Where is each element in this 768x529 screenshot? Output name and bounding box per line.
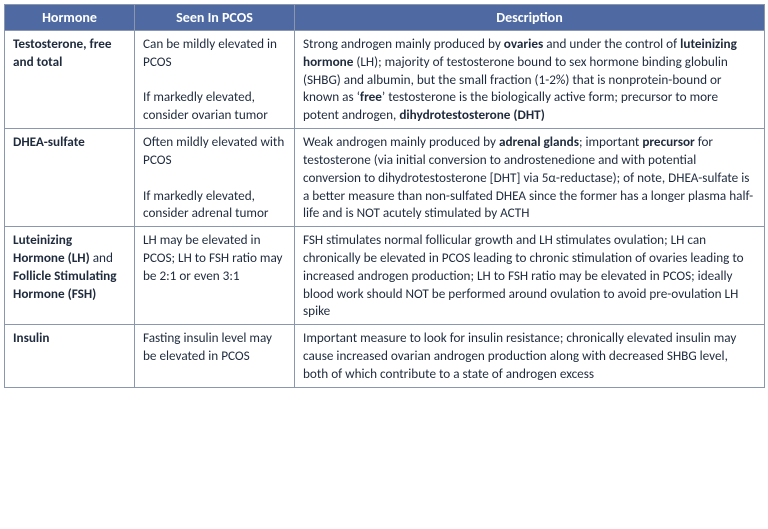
cell-hormone: Testosterone, free and total [5,31,135,129]
table-row: Luteinizing Hormone (LH) and Follicle St… [5,227,765,325]
cell-seen: Fasting insulin level may be elevated in… [135,325,295,387]
cell-hormone: Luteinizing Hormone (LH) and Follicle St… [5,227,135,325]
table-header-row: Hormone Seen In PCOS Description [5,5,765,31]
cell-description: FSH stimulates normal follicular growth … [295,227,765,325]
col-header-description: Description [295,5,765,31]
table-body: Testosterone, free and total Can be mild… [5,31,765,388]
pcos-hormone-table: Hormone Seen In PCOS Description Testost… [4,4,765,388]
cell-description: Important measure to look for insulin re… [295,325,765,387]
table-row: DHEA-sulfate Often mildly elevated with … [5,129,765,227]
cell-hormone: Insulin [5,325,135,387]
cell-seen: LH may be elevated in PCOS; LH to FSH ra… [135,227,295,325]
table-row: Testosterone, free and total Can be mild… [5,31,765,129]
cell-description: Strong androgen mainly produced by ovari… [295,31,765,129]
cell-seen: Often mildly elevated with PCOSIf marked… [135,129,295,227]
col-header-hormone: Hormone [5,5,135,31]
table-row: Insulin Fasting insulin level may be ele… [5,325,765,387]
cell-hormone: DHEA-sulfate [5,129,135,227]
col-header-seen: Seen In PCOS [135,5,295,31]
cell-description: Weak androgen mainly produced by adrenal… [295,129,765,227]
cell-seen: Can be mildly elevated in PCOSIf markedl… [135,31,295,129]
